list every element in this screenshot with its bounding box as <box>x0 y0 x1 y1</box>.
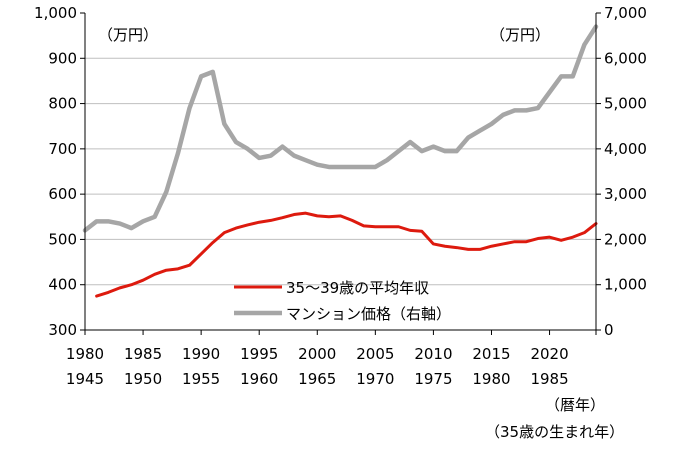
left-tick-label: 600 <box>48 185 77 203</box>
x-tick-label-calendar: 2000 <box>298 345 336 363</box>
left-tick-label: 700 <box>48 140 77 158</box>
series-line-average-income <box>95 211 598 298</box>
x-tick-label-birth: 1975 <box>414 370 452 388</box>
right-axis-ticks: 7,000 6,000 5,000 4,000 3,000 2,000 1,000 0 <box>596 4 647 339</box>
series-line-apartment-price <box>82 24 599 233</box>
x-tick-label-birth: 1980 <box>472 370 510 388</box>
right-tick-label: 6,000 <box>604 49 647 67</box>
left-tick-label: 400 <box>48 276 77 294</box>
left-tick-label: 800 <box>48 95 77 113</box>
x-tick-label-birth: 1965 <box>298 370 336 388</box>
left-axis-unit: （万円） <box>98 26 158 44</box>
legend: 35～39歳の平均年収 マンション価格（右軸） <box>234 279 451 323</box>
x-tick-label-birth: 1970 <box>356 370 394 388</box>
left-tick-label: 900 <box>48 49 77 67</box>
x-tick-label-calendar: 2010 <box>414 345 452 363</box>
x-tick-label-calendar: 1985 <box>124 345 162 363</box>
left-tick-label: 300 <box>48 321 77 339</box>
right-tick-label: 4,000 <box>604 140 647 158</box>
x-tick-label-calendar: 2005 <box>356 345 394 363</box>
right-tick-label: 3,000 <box>604 185 647 203</box>
x-tick-label-calendar: 1990 <box>182 345 220 363</box>
x-tick-label-birth: 1955 <box>182 370 220 388</box>
x-tick-label-calendar: 1995 <box>240 345 278 363</box>
x-tick-label-calendar: 2015 <box>472 345 510 363</box>
x-tick-label-calendar: 1980 <box>66 345 104 363</box>
right-tick-label: 7,000 <box>604 4 647 22</box>
x-tick-label-birth: 1985 <box>530 370 568 388</box>
x-tick-label-birth: 1960 <box>240 370 278 388</box>
left-tick-label: 1,000 <box>34 4 77 22</box>
x-tick-label-birth: 1945 <box>66 370 104 388</box>
legend-label-apartment: マンション価格（右軸） <box>286 305 451 323</box>
right-tick-label: 5,000 <box>604 95 647 113</box>
x-tick-label-calendar: 2020 <box>530 345 568 363</box>
right-tick-label: 2,000 <box>604 230 647 248</box>
right-axis-unit: （万円） <box>490 26 550 44</box>
x-axis-ticks: 1980 1945 1985 1950 1990 1955 1995 1960 2000 1965… <box>66 330 597 388</box>
x-axis-label-calendar-year: （暦年） <box>545 396 605 414</box>
right-tick-label: 0 <box>604 321 614 339</box>
x-tick-label-birth: 1950 <box>124 370 162 388</box>
gridlines <box>85 57 596 286</box>
right-tick-label: 1,000 <box>604 276 647 294</box>
left-axis-ticks: 1,000 900 800 700 600 500 400 300 <box>34 4 85 339</box>
x-axis-label-birth-year: （35歳の生まれ年） <box>485 423 624 441</box>
legend-label-income: 35～39歳の平均年収 <box>286 279 429 297</box>
left-tick-label: 500 <box>48 230 77 248</box>
